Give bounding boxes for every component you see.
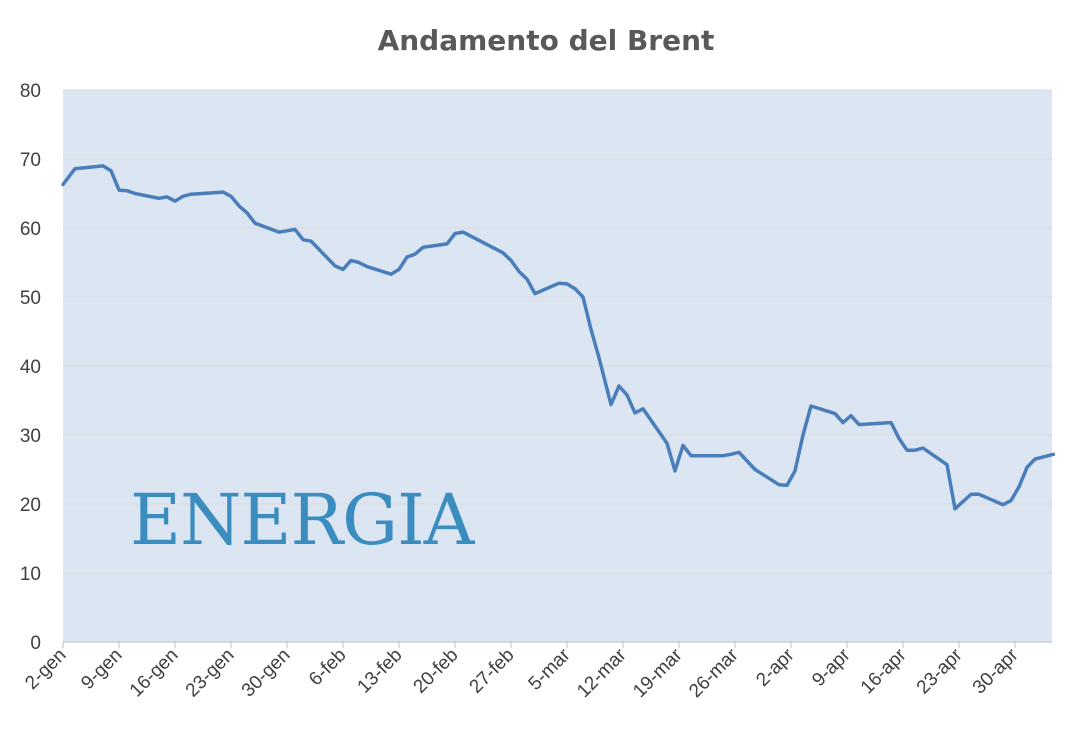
energia-watermark: ENERGIA [130,479,476,561]
y-tick-label: 50 [20,288,41,309]
x-tick-label: 30-apr [969,644,1023,698]
x-tick-label: 20-feb [410,645,463,698]
x-tick-label: 19-mar [629,644,687,702]
x-tick-label: 12-mar [573,644,631,702]
x-tick-label: 26-mar [685,644,743,702]
y-tick-label: 70 [20,150,41,171]
series-line-brent [61,164,1056,511]
x-tick-label: 5-mar [525,644,575,694]
x-tick-label: 6-feb [305,645,350,690]
x-tick-label: 2-gen [21,645,70,694]
y-tick-label: 80 [20,81,41,102]
x-tick-label: 2-apr [752,644,799,691]
chart-title: Andamento del Brent [378,24,715,57]
y-tick-label: 10 [20,564,41,585]
x-tick-label: 13-feb [354,645,407,698]
x-tick-label: 30-gen [238,645,295,702]
x-tick-label: 9-apr [808,644,855,691]
x-tick-label: 16-apr [857,644,911,698]
x-tick-label: 9-gen [77,645,126,694]
y-tick-label: 0 [30,633,41,654]
x-tick-label: 23-apr [913,644,967,698]
y-tick-label: 60 [20,219,41,240]
y-tick-label: 20 [20,495,41,516]
x-tick-label: 23-gen [182,645,239,702]
x-tick-label: 27-feb [466,645,519,698]
y-tick-label: 30 [20,426,41,447]
y-tick-label: 40 [20,357,41,378]
x-tick-label: 16-gen [126,645,183,702]
